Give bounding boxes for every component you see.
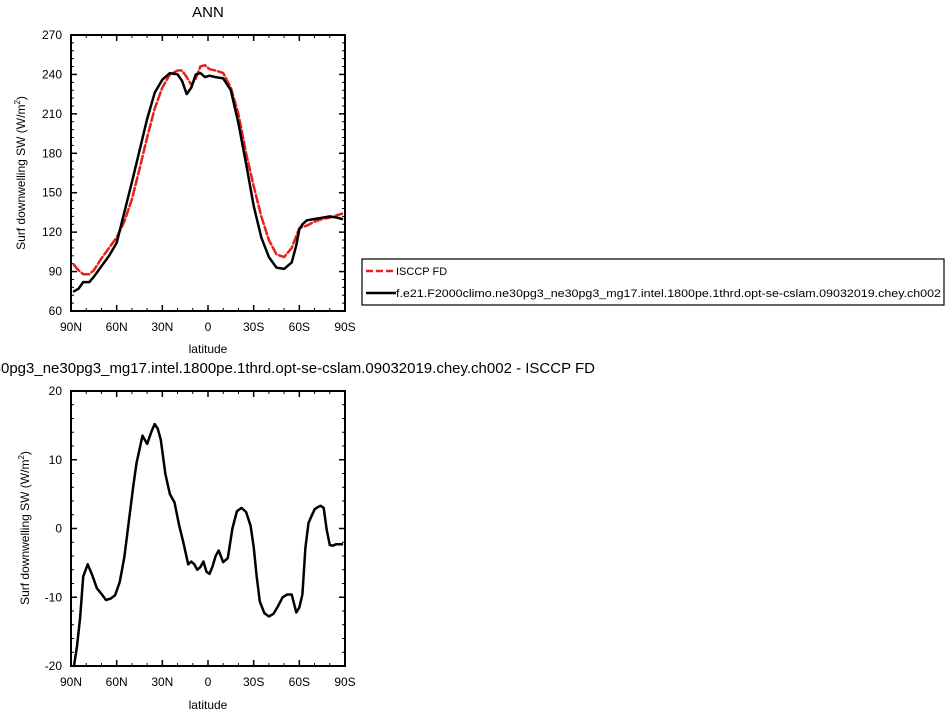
bottom-y-tick-label: 10 bbox=[49, 453, 63, 467]
top-y-axis-label-main: Surf downwelling SW (W/m bbox=[14, 105, 28, 250]
legend-label-model: f.e21.F2000climo.ne30pg3_ne30pg3_mg17.in… bbox=[396, 288, 941, 300]
top-x-tick-label: 0 bbox=[205, 320, 212, 334]
bottom-panel: f.e21.F2000climo.ne30pg3_ne30pg3_mg17.in… bbox=[0, 360, 595, 712]
bottom-x-tick-label: 0 bbox=[205, 675, 212, 689]
bottom-chart-title: f.e21.F2000climo.ne30pg3_ne30pg3_mg17.in… bbox=[0, 360, 595, 377]
top-x-tick-label: 30S bbox=[243, 320, 264, 334]
bottom-series-line-0 bbox=[72, 422, 344, 668]
legend-box bbox=[361, 258, 945, 306]
top-series-line-0 bbox=[72, 63, 344, 276]
top-y-axis-label: Surf downwelling SW (W/m2) bbox=[13, 96, 28, 250]
bottom-x-tick-label: 30N bbox=[151, 675, 173, 689]
top-y-tick-label: 120 bbox=[42, 225, 62, 239]
bottom-x-tick-label: 90N bbox=[60, 675, 82, 689]
top-x-tick-label: 30N bbox=[151, 320, 173, 334]
bottom-x-tick-label: 60S bbox=[289, 675, 310, 689]
bottom-y-tick-label: 0 bbox=[55, 522, 62, 536]
top-y-tick-label: 240 bbox=[42, 67, 62, 81]
top-x-tick-label: 90N bbox=[60, 320, 82, 334]
bottom-y-axis: -20 -10 0 10 20 bbox=[45, 384, 345, 673]
bottom-plot-area bbox=[72, 422, 344, 668]
bottom-y-tick-label: -20 bbox=[45, 659, 63, 673]
top-x-axis: 90N 60N 30N 0 30S 60S 90S bbox=[60, 35, 356, 334]
top-y-tick-label: 150 bbox=[42, 186, 62, 200]
top-y-axis-label-close: ) bbox=[14, 96, 28, 100]
top-y-tick-label: 90 bbox=[49, 265, 63, 279]
top-panel: ANN 60 90 120 150 180 210 240 270 90N 60N 30N 0 30S… bbox=[13, 4, 356, 356]
top-x-tick-label: 90S bbox=[334, 320, 355, 334]
top-y-axis-label-superscript: 2 bbox=[13, 100, 22, 105]
bottom-y-axis-label-main: Surf downwelling SW (W/m bbox=[18, 460, 32, 605]
bottom-x-axis: 90N 60N 30N 0 30S 60S 90S bbox=[60, 391, 356, 689]
top-chart-title: ANN bbox=[192, 4, 224, 21]
bottom-y-tick-label: -10 bbox=[45, 590, 63, 604]
legend-label-isccp: ISCCP FD bbox=[396, 266, 447, 278]
top-x-tick-label: 60N bbox=[106, 320, 128, 334]
bottom-y-axis-label-close: ) bbox=[18, 451, 32, 455]
top-y-axis: 60 90 120 150 180 210 240 270 bbox=[42, 28, 345, 318]
top-series-line-1 bbox=[72, 71, 344, 293]
bottom-y-axis-label: Surf downwelling SW (W/m2) bbox=[17, 451, 32, 605]
bottom-x-tick-label: 60N bbox=[106, 675, 128, 689]
top-y-tick-label: 180 bbox=[42, 146, 62, 160]
top-y-tick-label: 60 bbox=[49, 304, 63, 318]
bottom-plot-frame bbox=[70, 390, 346, 667]
legend: ISCCP FD f.e21.F2000climo.ne30pg3_ne30pg… bbox=[361, 258, 945, 306]
bottom-y-axis-label-superscript: 2 bbox=[17, 455, 26, 460]
bottom-x-tick-label: 90S bbox=[334, 675, 355, 689]
top-y-tick-label: 270 bbox=[42, 28, 62, 42]
top-x-axis-label: latitude bbox=[189, 342, 228, 356]
top-x-tick-label: 60S bbox=[289, 320, 310, 334]
top-plot-area bbox=[72, 63, 344, 293]
bottom-x-axis-label: latitude bbox=[189, 698, 228, 712]
bottom-x-tick-label: 30S bbox=[243, 675, 264, 689]
top-y-tick-label: 210 bbox=[42, 107, 62, 121]
bottom-y-tick-label: 20 bbox=[49, 384, 63, 398]
